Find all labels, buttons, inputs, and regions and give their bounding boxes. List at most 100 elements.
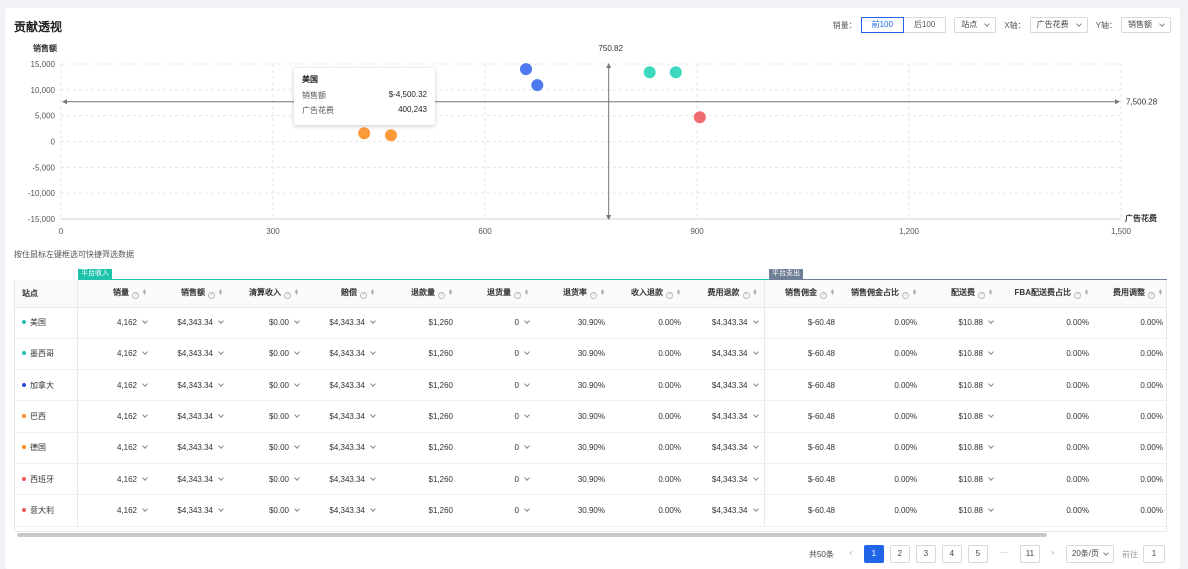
chevron-down-icon[interactable] — [218, 412, 224, 418]
chevron-down-icon[interactable] — [988, 318, 994, 324]
chevron-down-icon[interactable] — [294, 318, 300, 324]
sort-icon[interactable]: ▲ ▼ — [830, 288, 835, 298]
sort-icon[interactable]: ▲ ▼ — [448, 288, 453, 298]
page-1-button[interactable]: 1 — [863, 545, 884, 563]
column-header[interactable]: 退款量 ?▲ ▼ — [381, 280, 459, 308]
chevron-down-icon[interactable] — [294, 443, 300, 450]
chevron-down-icon[interactable] — [524, 412, 530, 418]
column-header[interactable]: 销售佣金 ?▲ ▼ — [763, 280, 841, 308]
column-header[interactable]: 退货率 ?▲ ▼ — [535, 280, 611, 308]
sort-icon[interactable]: ▲ ▼ — [600, 288, 605, 298]
chevron-down-icon[interactable] — [142, 474, 148, 481]
bottom-100-button[interactable]: 后100 — [903, 17, 947, 33]
page-4-button[interactable]: 4 — [941, 545, 962, 563]
chevron-down-icon[interactable] — [218, 506, 224, 512]
chevron-down-icon[interactable] — [218, 474, 224, 481]
page-5-button[interactable]: 5 — [967, 545, 988, 563]
help-icon[interactable]: ? — [132, 292, 139, 300]
help-icon[interactable]: ? — [820, 292, 827, 300]
chevron-down-icon[interactable] — [988, 443, 994, 450]
top-100-button[interactable]: 前100 — [860, 17, 904, 33]
chevron-down-icon[interactable] — [142, 443, 148, 450]
chevron-down-icon[interactable] — [142, 318, 148, 324]
chevron-down-icon[interactable] — [370, 412, 376, 418]
chevron-down-icon[interactable] — [752, 506, 759, 512]
sort-icon[interactable]: ▲ ▼ — [370, 288, 375, 298]
chevron-down-icon[interactable] — [218, 318, 224, 324]
chevron-down-icon[interactable] — [988, 380, 994, 387]
help-icon[interactable]: ? — [902, 292, 909, 300]
chevron-down-icon[interactable] — [294, 412, 300, 418]
chevron-down-icon[interactable] — [370, 474, 376, 481]
column-header[interactable]: 销售额 ?▲ ▼ — [153, 280, 229, 308]
chevron-down-icon[interactable] — [370, 349, 376, 356]
chevron-down-icon[interactable] — [370, 318, 376, 324]
help-icon[interactable]: ? — [742, 292, 750, 300]
page-3-button[interactable]: 3 — [915, 545, 936, 563]
table-row[interactable]: 德国 4,162 $4,343.34 $0.00 $4,343.34 $1,260 0 30.… — [15, 432, 1166, 464]
sort-icon[interactable]: ▲ ▼ — [912, 288, 917, 298]
sort-icon[interactable]: ▲ ▼ — [218, 288, 223, 298]
chevron-down-icon[interactable] — [524, 474, 530, 481]
column-header[interactable]: 费用退款 ?▲ ▼ — [687, 280, 764, 308]
prev-page-icon[interactable]: ‹ — [843, 545, 858, 563]
page-2-button[interactable]: 2 — [889, 545, 910, 563]
help-icon[interactable]: ? — [666, 292, 673, 300]
page-last-button[interactable]: 11 — [1019, 545, 1040, 563]
table-row[interactable]: 意大利 4,162 $4,343.34 $0.00 $4,343.34 $1,260 0 30… — [15, 494, 1166, 527]
sort-icon[interactable]: ▲ ▼ — [524, 288, 529, 298]
chevron-down-icon[interactable] — [218, 349, 224, 356]
table-row[interactable]: 美国 4,162 $4,343.34 $0.00 $4,343.34 $1,260 0 30.… — [15, 307, 1166, 339]
column-header[interactable]: 销量 ?▲ ▼ — [77, 280, 153, 308]
horizontal-scrollbar[interactable] — [17, 533, 1047, 537]
x-axis-select[interactable]: 广告花费 — [1029, 17, 1088, 33]
chevron-down-icon[interactable] — [752, 349, 759, 356]
column-header[interactable]: 配送费 ?▲ ▼ — [923, 280, 999, 308]
sort-icon[interactable]: ▲ ▼ — [988, 288, 993, 298]
chevron-down-icon[interactable] — [142, 349, 148, 356]
chevron-down-icon[interactable] — [524, 318, 530, 324]
chevron-down-icon[interactable] — [524, 506, 530, 512]
help-icon[interactable]: ? — [514, 292, 521, 300]
column-header[interactable]: 费用调整 ?▲ ▼ — [1095, 280, 1166, 308]
chevron-down-icon[interactable] — [370, 443, 376, 450]
help-icon[interactable]: ? — [208, 292, 215, 300]
chevron-down-icon[interactable] — [988, 412, 994, 418]
goto-input[interactable]: 1 — [1143, 545, 1165, 563]
chevron-down-icon[interactable] — [294, 380, 300, 387]
chevron-down-icon[interactable] — [752, 380, 759, 387]
chevron-down-icon[interactable] — [524, 349, 530, 356]
column-header[interactable]: FBA配送费占比 ?▲ ▼ — [999, 280, 1095, 308]
sort-icon[interactable]: ▲ ▼ — [142, 288, 147, 298]
table-row[interactable]: 墨西哥 4,162 $4,343.34 $0.00 $4,343.34 $1,260 0 30… — [15, 338, 1166, 371]
sort-icon[interactable]: ▲ ▼ — [1084, 288, 1089, 298]
chevron-down-icon[interactable] — [988, 506, 994, 512]
chevron-down-icon[interactable] — [294, 349, 300, 356]
page-size-select[interactable]: 20条/页 — [1065, 545, 1114, 563]
chevron-down-icon[interactable] — [752, 474, 759, 481]
chevron-down-icon[interactable] — [752, 318, 759, 324]
help-icon[interactable]: ? — [978, 292, 985, 300]
table-row[interactable]: 巴西 4,162 $4,343.34 $0.00 $4,343.34 $1,260 0 30.… — [15, 400, 1166, 433]
chevron-down-icon[interactable] — [218, 443, 224, 450]
chevron-down-icon[interactable] — [370, 380, 376, 387]
chevron-down-icon[interactable] — [752, 412, 759, 418]
column-header[interactable]: 赔偿 ?▲ ▼ — [305, 280, 381, 308]
chevron-down-icon[interactable] — [988, 474, 994, 481]
sort-icon[interactable]: ▲ ▼ — [1158, 288, 1163, 298]
page-ellipsis[interactable]: ··· — [993, 545, 1014, 563]
column-header[interactable]: 销售佣金占比 ?▲ ▼ — [841, 280, 923, 308]
sort-icon[interactable]: ▲ ▼ — [676, 288, 681, 298]
help-icon[interactable]: ? — [360, 292, 367, 300]
chevron-down-icon[interactable] — [370, 506, 376, 512]
help-icon[interactable]: ? — [284, 292, 291, 300]
chevron-down-icon[interactable] — [988, 349, 994, 356]
column-header[interactable]: 收入退款 ?▲ ▼ — [611, 280, 687, 308]
table-row[interactable]: 西班牙 4,162 $4,343.34 $0.00 $4,343.34 $1,260 0 30… — [15, 463, 1166, 496]
column-header[interactable]: 清算收入 ?▲ ▼ — [229, 280, 305, 308]
chevron-down-icon[interactable] — [218, 380, 224, 387]
site-select[interactable]: 站点 — [954, 17, 997, 33]
y-axis-select[interactable]: 销售额 — [1121, 17, 1171, 33]
chevron-down-icon[interactable] — [294, 474, 300, 481]
